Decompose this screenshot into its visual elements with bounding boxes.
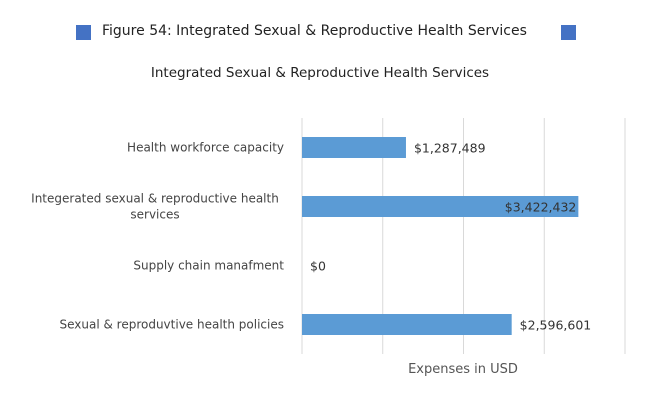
value-label: $2,596,601	[520, 318, 592, 333]
caption-square-left-icon	[76, 25, 91, 40]
category-label: Integerated sexual & reproductive health	[31, 192, 279, 206]
bars	[302, 137, 579, 335]
bar	[302, 137, 406, 158]
value-label: $3,422,432	[505, 200, 577, 215]
category-labels: Health workforce capacity Integerated sex…	[31, 141, 284, 332]
value-label: $0	[310, 259, 326, 274]
value-labels: $1,287,489 $3,422,432 $0 $2,596,601	[310, 141, 591, 333]
category-label: Health workforce capacity	[127, 141, 284, 155]
category-label: services	[130, 208, 179, 222]
chart-title: Integrated Sexual & Reproductive Health …	[150, 65, 490, 81]
figure-caption: Figure 54: Integrated Sexual & Reproduct…	[76, 21, 576, 43]
figure-caption-text: Figure 54: Integrated Sexual & Reproduct…	[102, 23, 527, 39]
caption-square-right-icon	[561, 25, 576, 40]
category-label: Supply chain manafment	[133, 259, 284, 273]
category-label: Sexual & reproduvtive health policies	[59, 318, 284, 332]
bar	[302, 314, 512, 335]
x-axis-title: Expenses in USD	[408, 362, 518, 377]
value-label: $1,287,489	[414, 141, 486, 156]
bar	[302, 196, 579, 217]
